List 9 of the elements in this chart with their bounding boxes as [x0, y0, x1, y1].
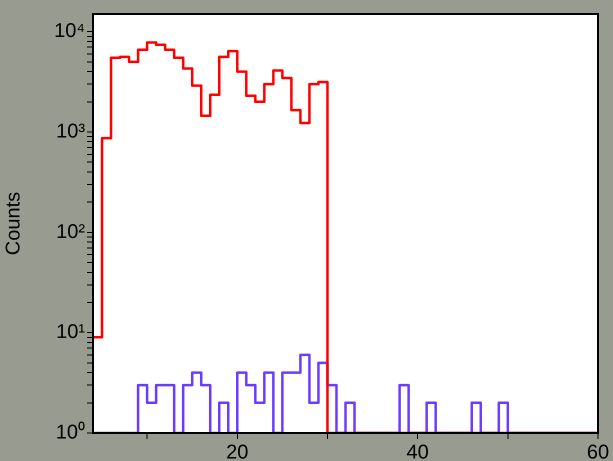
x-tick-label: 60: [586, 442, 610, 461]
y-tick-label: 10⁰: [56, 420, 85, 444]
x-tick-label: 20: [226, 442, 248, 461]
y-tick-label: 10⁴: [54, 20, 85, 42]
y-axis-title: Counts: [2, 192, 25, 256]
x-tick-label: 40: [406, 442, 429, 461]
y-tick-label: 10³: [56, 120, 86, 143]
y-tick-label: 10²: [56, 220, 86, 243]
y-tick-label: 10¹: [56, 321, 86, 344]
